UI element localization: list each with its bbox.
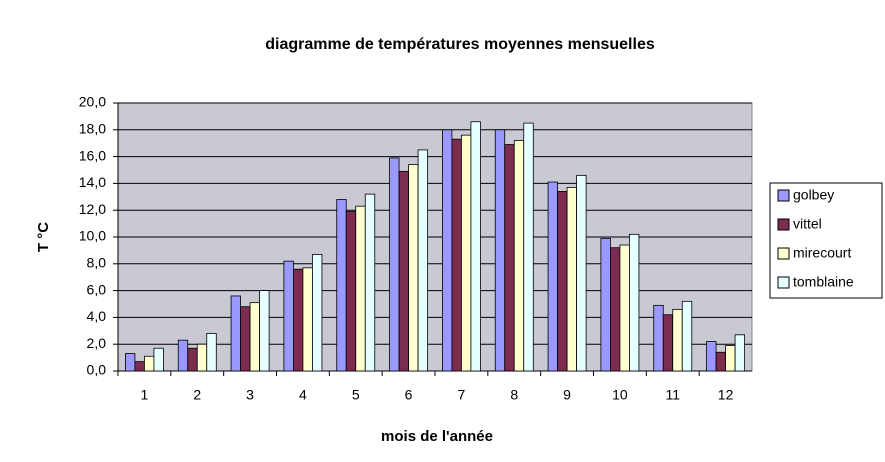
bar — [153, 347, 164, 372]
bar — [230, 295, 241, 372]
bar — [662, 314, 674, 372]
bar — [249, 302, 260, 372]
y-tick-label: 8,0 — [87, 255, 107, 271]
bar — [610, 247, 621, 372]
x-tick-label: 12 — [718, 387, 734, 403]
bar — [345, 211, 357, 372]
y-tick-label: 2,0 — [87, 335, 107, 351]
bar — [725, 345, 736, 372]
y-tick-label: 16,0 — [79, 147, 106, 163]
bar — [283, 260, 294, 372]
x-tick-label: 6 — [405, 387, 413, 403]
bar — [134, 361, 145, 372]
bar — [619, 244, 630, 372]
legend-label: mirecourt — [793, 245, 851, 261]
y-tick-label: 20,0 — [79, 94, 106, 110]
bar — [504, 144, 515, 372]
y-tick-label: 0,0 — [87, 362, 107, 378]
bar — [672, 308, 683, 372]
bar — [177, 339, 189, 372]
x-axis-title: mois de l'année — [381, 428, 493, 445]
bar — [523, 122, 534, 372]
x-tick-label: 10 — [612, 387, 628, 403]
bar — [566, 187, 577, 372]
legend-label: vittel — [793, 216, 822, 232]
bar — [715, 351, 726, 372]
bar — [576, 174, 587, 372]
y-tick-label: 4,0 — [87, 308, 107, 324]
x-tick-label: 3 — [246, 387, 254, 403]
bar — [461, 134, 472, 372]
x-tick-label: 4 — [299, 387, 307, 403]
y-tick-label: 14,0 — [79, 174, 106, 190]
y-tick-label: 10,0 — [79, 228, 106, 244]
bar — [124, 353, 136, 372]
bar — [600, 237, 611, 372]
x-tick-label: 5 — [352, 387, 360, 403]
bar — [240, 306, 251, 372]
bar — [206, 333, 217, 372]
bar — [364, 193, 376, 372]
x-tick-label: 9 — [563, 387, 571, 403]
bar — [408, 164, 419, 372]
bar — [398, 170, 409, 372]
y-tick-label: 6,0 — [87, 281, 107, 297]
bar — [336, 199, 347, 372]
legend-swatch — [777, 189, 790, 202]
bar — [259, 290, 270, 372]
bar — [451, 138, 462, 372]
bar — [293, 268, 304, 372]
bar — [547, 181, 558, 372]
x-tick-label: 2 — [193, 387, 201, 403]
bar — [144, 355, 155, 372]
chart-title: diagramme de températures moyennes mensu… — [265, 36, 655, 53]
legend-swatch — [777, 276, 790, 289]
bar — [470, 121, 481, 372]
y-tick-label: 18,0 — [79, 121, 106, 137]
legend-swatch — [777, 218, 790, 231]
bar — [494, 129, 506, 372]
legend-label: golbey — [793, 187, 834, 203]
x-tick-label: 11 — [665, 387, 680, 403]
bar — [302, 267, 313, 372]
bar — [196, 343, 208, 372]
legend-label: tomblaine — [793, 274, 854, 290]
x-tick-label: 8 — [510, 387, 518, 403]
bar — [653, 304, 664, 372]
bar — [706, 341, 717, 372]
bar — [681, 300, 693, 372]
legend-swatch — [777, 247, 790, 260]
bar — [355, 205, 366, 372]
bar — [389, 157, 400, 372]
bar — [417, 149, 429, 372]
bar — [629, 233, 640, 372]
bar — [557, 191, 568, 372]
bar — [187, 347, 198, 372]
bar — [441, 129, 453, 372]
bar — [312, 254, 323, 372]
bar — [513, 140, 525, 372]
y-axis-title: T °C — [35, 222, 52, 252]
y-tick-label: 12,0 — [79, 201, 106, 217]
x-tick-label: 1 — [141, 387, 149, 403]
x-tick-label: 7 — [458, 387, 466, 403]
bar — [734, 334, 746, 372]
